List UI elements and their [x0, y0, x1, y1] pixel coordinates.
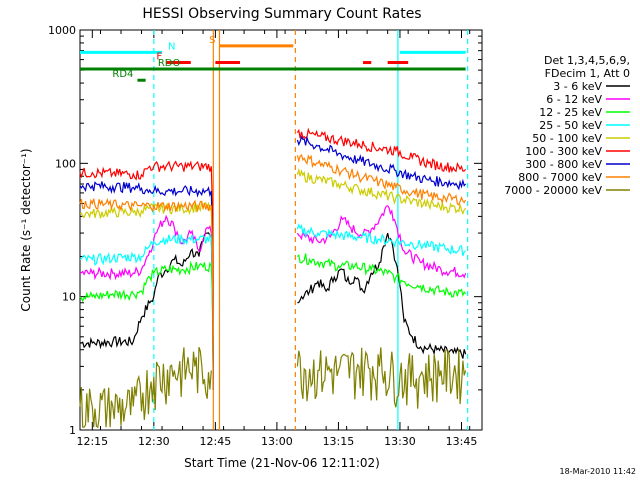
series-line [79, 253, 467, 390]
x-tick-label: 13:00 [261, 435, 293, 448]
legend-entry-label: 50 - 100 keV [532, 132, 602, 145]
series-line [79, 347, 467, 429]
series-line [79, 135, 467, 390]
series-line [79, 167, 467, 390]
legend-entry-label: 800 - 7000 keV [518, 171, 602, 184]
flag-label: RDO [158, 58, 181, 69]
legend-header: Det 1,3,4,5,6,9, [544, 54, 630, 67]
legend-entry-label: 100 - 300 keV [525, 145, 602, 158]
series-line [79, 223, 466, 390]
series-line [79, 232, 467, 390]
y-tick-label: 1 [69, 424, 76, 437]
x-axis-label: Start Time (21-Nov-06 12:11:02) [184, 456, 380, 470]
legend-entry-label: 3 - 6 keV [553, 80, 602, 93]
legend-entry-label: 12 - 25 keV [539, 106, 602, 119]
legend-entry-label: 25 - 50 keV [539, 119, 602, 132]
y-tick-label: 100 [55, 157, 76, 170]
legend-entry-label: 7000 - 20000 keV [504, 184, 602, 197]
flag-label: RD4 [112, 69, 133, 80]
x-tick-label: 13:45 [446, 435, 478, 448]
flag-label: N [168, 41, 175, 52]
x-tick-label: 12:30 [138, 435, 170, 448]
flag-label: F [156, 52, 162, 63]
legend-entry-label: 300 - 800 keV [525, 158, 602, 171]
footer-timestamp: 18-Mar-2010 11:42 [560, 467, 637, 476]
series-line [79, 205, 467, 390]
y-tick-label: 10 [62, 291, 76, 304]
series-line [79, 153, 467, 390]
x-tick-label: 12:45 [200, 435, 232, 448]
plot-area: 1 10 100 1000 12:15 12:30 12:45 13:00 13:15 13:30… [48, 24, 483, 448]
x-tick-label: 13:15 [323, 435, 355, 448]
plot-frame [79, 29, 483, 431]
series-line [79, 127, 467, 390]
y-axis-label: Count Rate (s⁻¹ detector⁻¹) [19, 148, 33, 311]
chart-title: HESSI Observing Summary Count Rates [142, 6, 421, 22]
legend: Det 1,3,4,5,6,9,FDecim 1, Att 03 - 6 keV… [504, 54, 630, 197]
legend-header: FDecim 1, Att 0 [545, 67, 630, 80]
y-tick-label: 1000 [48, 24, 76, 37]
x-tick-label: 12:15 [76, 435, 108, 448]
x-tick-label: 13:30 [384, 435, 416, 448]
legend-entry-label: 6 - 12 keV [546, 93, 602, 106]
flag-label: S [209, 35, 215, 46]
